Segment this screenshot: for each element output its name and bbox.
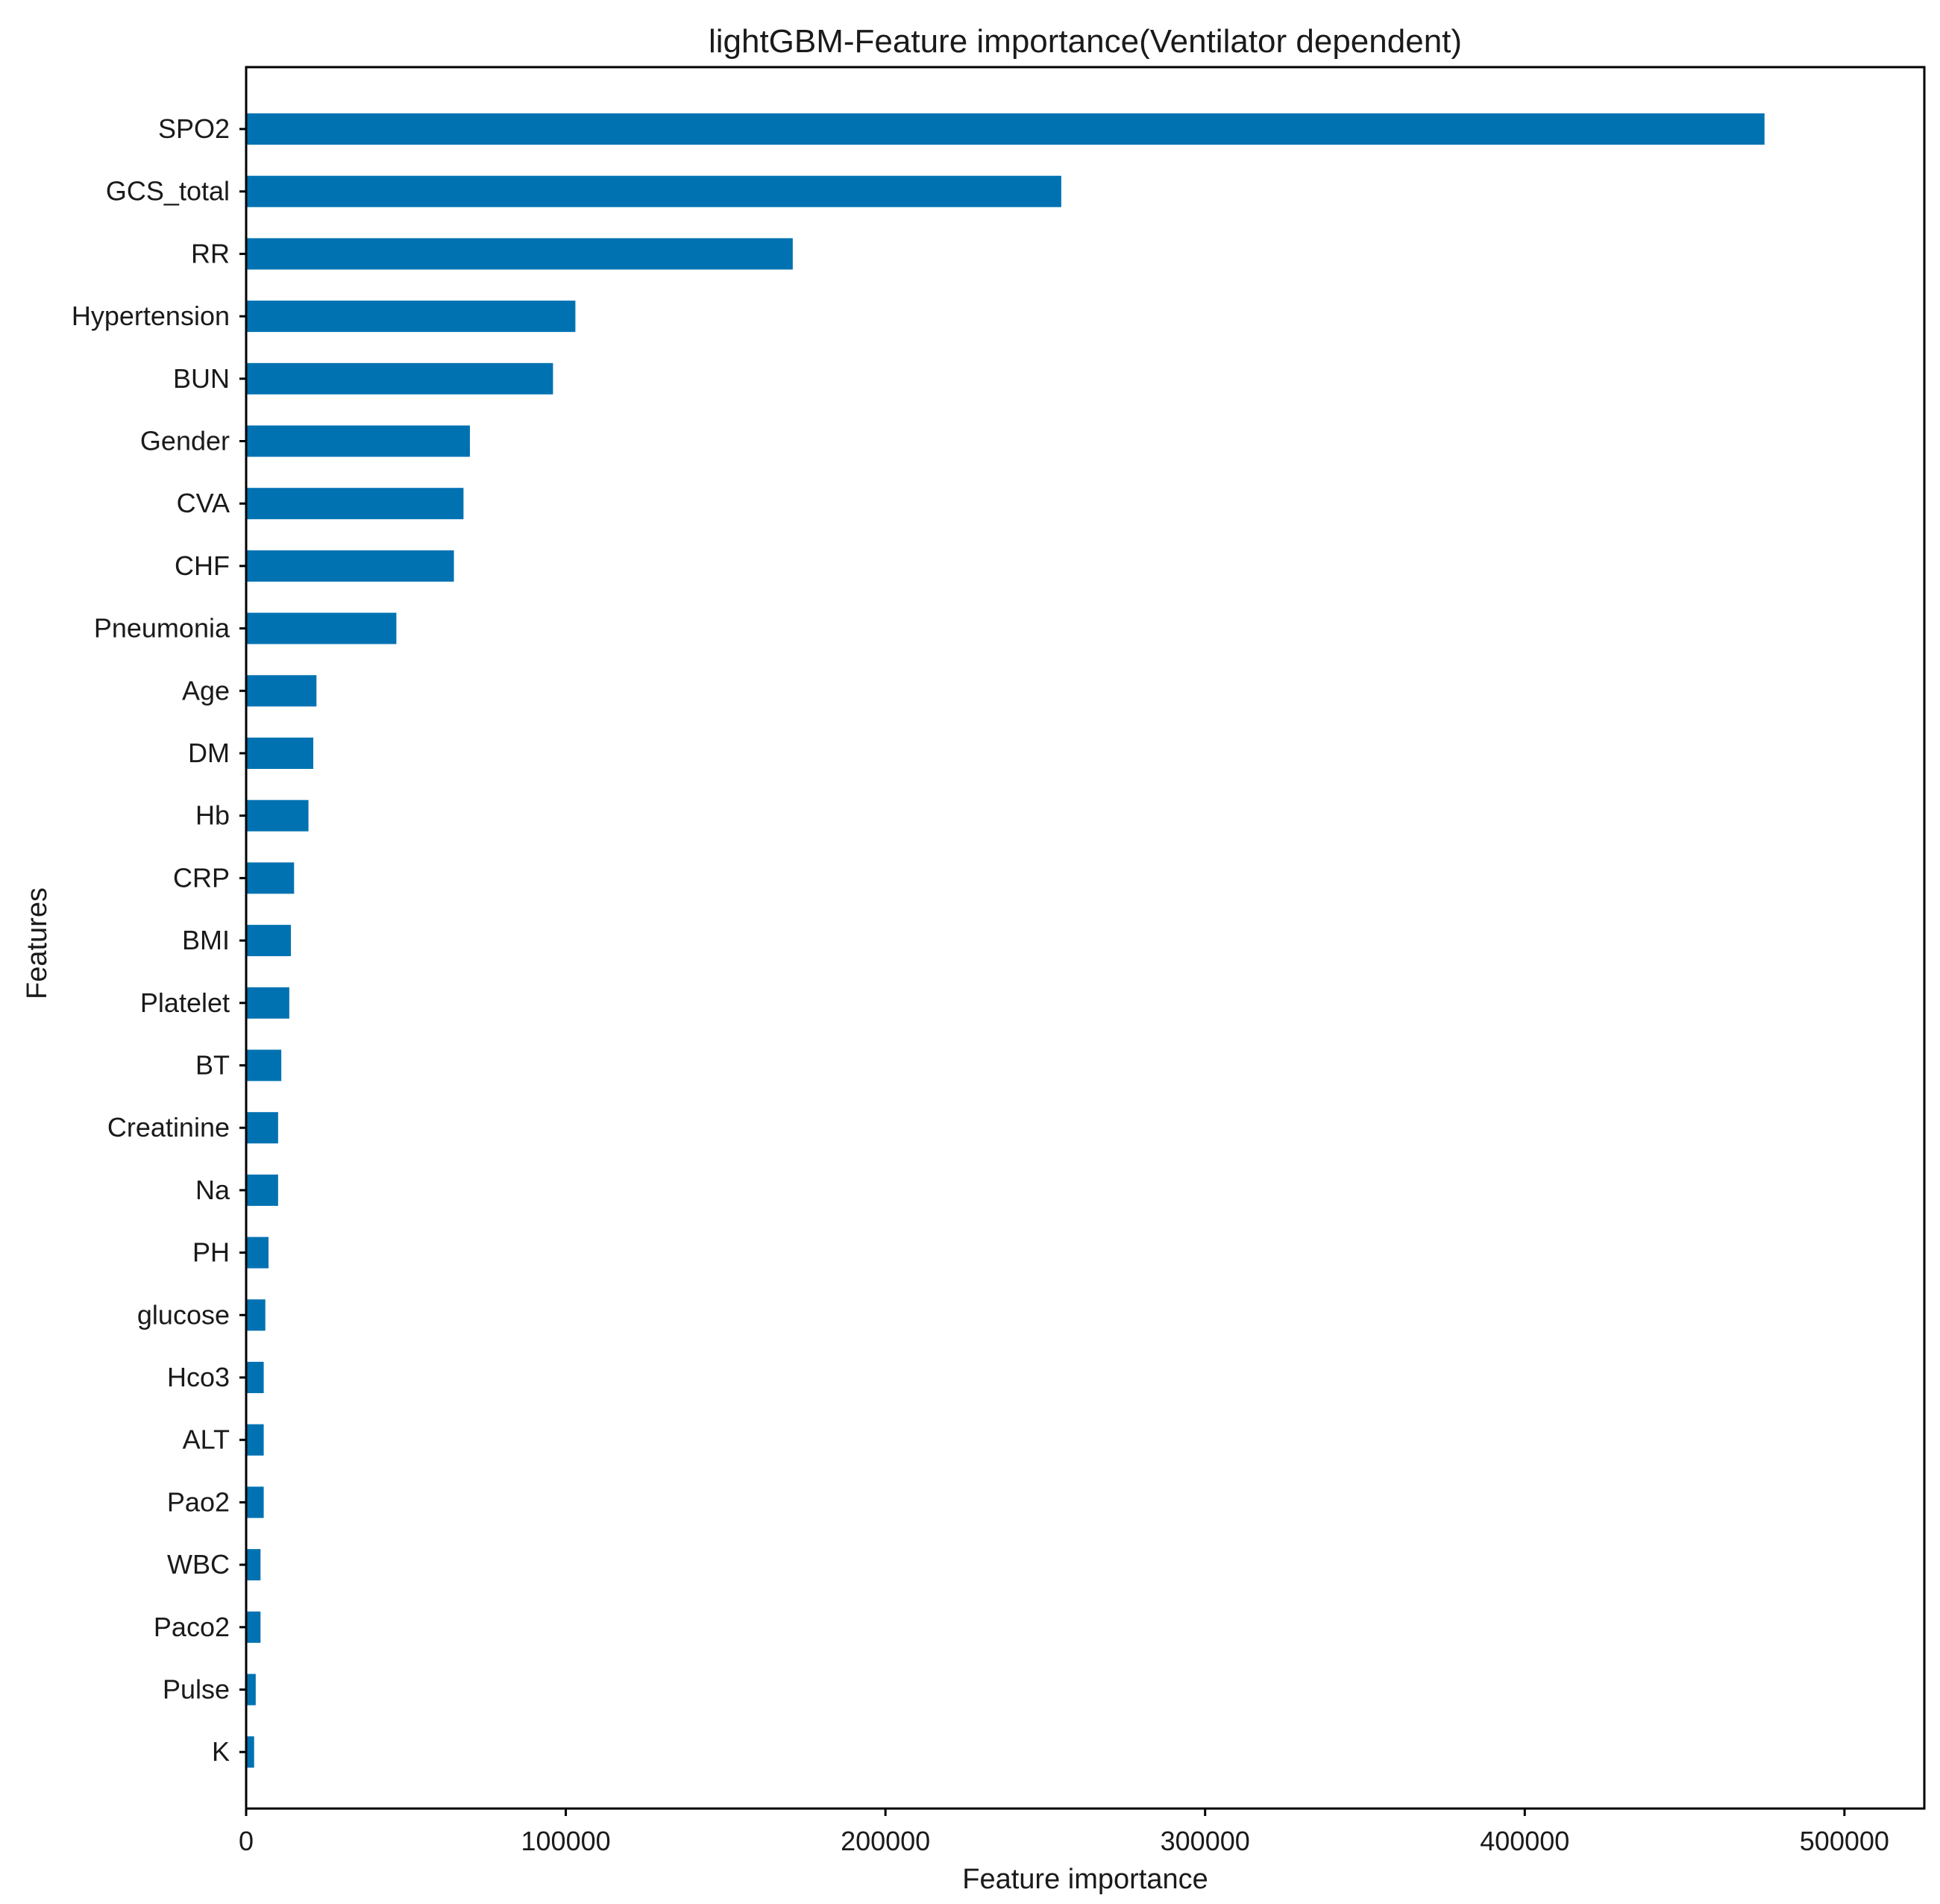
y-tick-label-alt: ALT (183, 1424, 230, 1455)
bar-gender (246, 425, 470, 457)
bar-cva (246, 488, 464, 520)
bar-bun (246, 362, 553, 395)
y-tick-label-cva: CVA (177, 488, 230, 518)
y-tick-label-na: Na (195, 1175, 230, 1205)
y-tick-label-glucose: glucose (137, 1299, 230, 1330)
y-tick-label-pao2: Pao2 (167, 1486, 230, 1517)
bar-rr (246, 238, 793, 270)
bar-creatinine (246, 1112, 278, 1144)
bar-pao2 (246, 1486, 264, 1518)
x-axis-label: Feature importance (962, 1864, 1208, 1895)
bars-group (246, 113, 1765, 1768)
y-tick-label-hypertension: Hypertension (72, 301, 230, 331)
y-tick-label-pulse: Pulse (163, 1674, 230, 1705)
y-tick-label-creatinine: Creatinine (107, 1112, 230, 1143)
bar-alt (246, 1424, 264, 1456)
y-axis-label: Features (22, 887, 53, 999)
bar-hb (246, 799, 309, 832)
bar-crp (246, 862, 295, 894)
bar-glucose (246, 1299, 266, 1331)
y-tick-label-chf: CHF (175, 550, 230, 581)
y-tick-label-hco3: Hco3 (167, 1362, 230, 1392)
y-tick-label-rr: RR (191, 238, 230, 268)
bar-pneumonia (246, 612, 397, 644)
bar-bmi (246, 925, 291, 957)
bar-pulse (246, 1674, 256, 1706)
bar-na (246, 1174, 278, 1206)
y-tick-label-spo2: SPO2 (158, 113, 230, 144)
y-tick-label-crp: CRP (173, 862, 230, 893)
y-tick-label-paco2: Paco2 (154, 1612, 230, 1642)
y-tick-label-gender: Gender (140, 426, 230, 456)
y-tick-label-wbc: WBC (167, 1549, 230, 1580)
bar-chf (246, 550, 454, 582)
bar-age (246, 675, 317, 707)
bar-gcs-total (246, 175, 1061, 207)
bar-dm (246, 738, 313, 769)
bar-ph (246, 1237, 269, 1269)
bar-hypertension (246, 301, 576, 333)
bar-hco3 (246, 1362, 264, 1393)
y-tick-label-platelet: Platelet (140, 987, 230, 1018)
y-tick-label-bmi: BMI (182, 925, 230, 955)
y-tick-label-bt: BT (195, 1050, 230, 1081)
bar-paco2 (246, 1611, 261, 1643)
x-axis-ticks: 0 100000 200000 300000 400000 500000 (239, 1809, 1889, 1856)
x-tick-label: 200000 (841, 1826, 930, 1856)
plot-frame (245, 66, 1926, 1810)
x-tick-label: 500000 (1800, 1826, 1889, 1856)
x-tick-label: 0 (239, 1826, 254, 1856)
bar-spo2 (246, 113, 1765, 145)
bar-platelet (246, 987, 289, 1019)
x-tick-label: 100000 (521, 1826, 611, 1856)
bar-k (246, 1736, 254, 1768)
bar-wbc (246, 1549, 261, 1581)
y-axis-ticks: SPO2 GCS_total RR Hypertension BUN Gender CVA C… (72, 113, 246, 1767)
y-tick-label-pneumonia: Pneumonia (94, 613, 230, 644)
x-tick-label: 300000 (1161, 1826, 1250, 1856)
y-tick-label-bun: BUN (173, 363, 230, 394)
chart-title: lightGBM-Feature importance(Ventilator d… (709, 23, 1462, 60)
y-tick-label-dm: DM (188, 738, 230, 768)
y-tick-label-hb: Hb (195, 800, 230, 831)
y-tick-label-age: Age (182, 675, 230, 706)
y-tick-label-k: K (212, 1736, 230, 1767)
bar-bt (246, 1049, 282, 1081)
y-tick-label-ph: PH (192, 1237, 230, 1268)
y-tick-label-gcs-total: GCS_total (106, 176, 230, 207)
x-tick-label: 400000 (1480, 1826, 1569, 1856)
